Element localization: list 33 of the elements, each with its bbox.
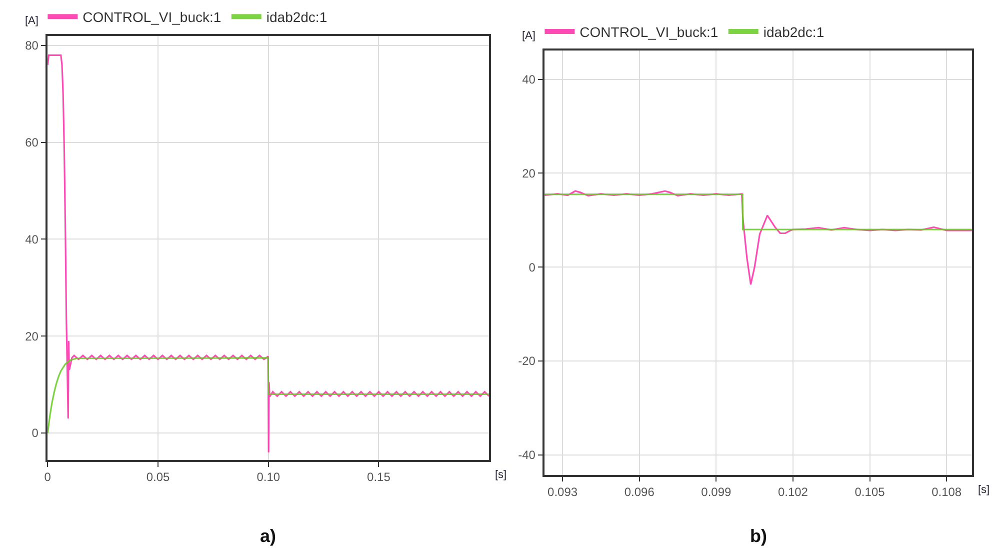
x-tick-label: 0.10 [256,470,280,484]
y-axis-title: [A] [522,30,536,42]
y-axis-title: [A] [25,15,38,27]
x-axis-title: [s] [978,484,990,496]
x-tick-label: 0 [44,470,52,484]
x-tick-label: 0.093 [548,485,578,500]
y-tick-label: 20 [522,166,536,180]
legend-label: CONTROL_VI_buck:1 [580,24,718,40]
y-tick-label: 40 [522,72,536,87]
legend-label: idab2dc:1 [763,24,824,40]
legend-label: CONTROL_VI_buck:1 [82,9,222,26]
x-tick-label: 0.105 [854,485,886,500]
x-axis-title: [s] [495,469,507,481]
y-tick-label: -20 [518,354,536,368]
line-series [48,54,490,454]
x-tick-label: 0.099 [701,485,732,500]
text: a) [260,526,276,546]
line-series [48,357,490,434]
legend-label: idab2dc:1 [266,9,328,26]
y-tick-label: 60 [25,136,39,150]
x-tick-label: 0.102 [778,485,808,500]
y-tick-label: 40 [25,232,39,246]
x-tick-label: 0.096 [624,485,655,500]
x-tick-label: 0.108 [932,485,962,500]
y-tick-label: 20 [25,329,39,344]
y-tick-label: 80 [25,38,39,53]
y-tick-label: 0 [528,260,536,274]
text: b) [750,526,767,546]
line-series [544,190,972,286]
y-tick-label: 0 [32,426,39,440]
x-tick-label: 0.15 [367,470,391,484]
x-tick-label: 0.05 [146,470,170,484]
y-tick-label: -40 [518,448,536,462]
